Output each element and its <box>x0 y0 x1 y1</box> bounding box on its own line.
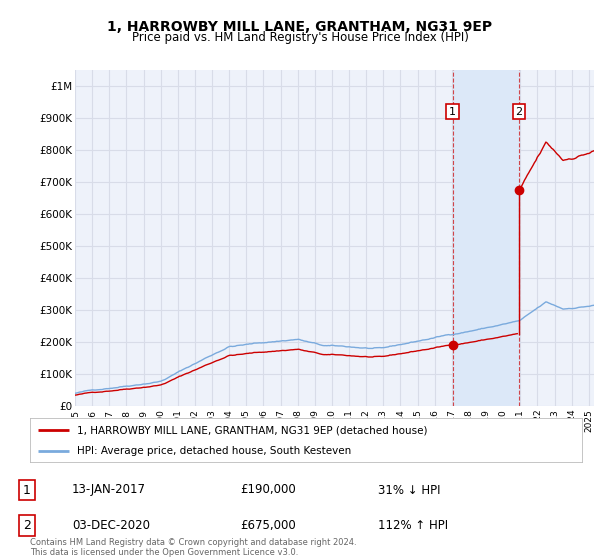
Bar <box>452 70 519 406</box>
Text: 13-JAN-2017: 13-JAN-2017 <box>72 483 146 497</box>
Text: 1: 1 <box>449 106 456 116</box>
Text: Price paid vs. HM Land Registry's House Price Index (HPI): Price paid vs. HM Land Registry's House … <box>131 31 469 44</box>
Text: HPI: Average price, detached house, South Kesteven: HPI: Average price, detached house, Sout… <box>77 446 351 456</box>
Text: 2: 2 <box>23 519 31 532</box>
Text: £190,000: £190,000 <box>240 483 296 497</box>
Text: 31% ↓ HPI: 31% ↓ HPI <box>378 483 440 497</box>
Text: 03-DEC-2020: 03-DEC-2020 <box>72 519 150 532</box>
Text: £675,000: £675,000 <box>240 519 296 532</box>
Text: 1, HARROWBY MILL LANE, GRANTHAM, NG31 9EP (detached house): 1, HARROWBY MILL LANE, GRANTHAM, NG31 9E… <box>77 425 427 435</box>
Text: 2: 2 <box>515 106 523 116</box>
Text: 112% ↑ HPI: 112% ↑ HPI <box>378 519 448 532</box>
Text: Contains HM Land Registry data © Crown copyright and database right 2024.
This d: Contains HM Land Registry data © Crown c… <box>30 538 356 557</box>
Text: 1: 1 <box>23 483 31 497</box>
Text: 1, HARROWBY MILL LANE, GRANTHAM, NG31 9EP: 1, HARROWBY MILL LANE, GRANTHAM, NG31 9E… <box>107 20 493 34</box>
